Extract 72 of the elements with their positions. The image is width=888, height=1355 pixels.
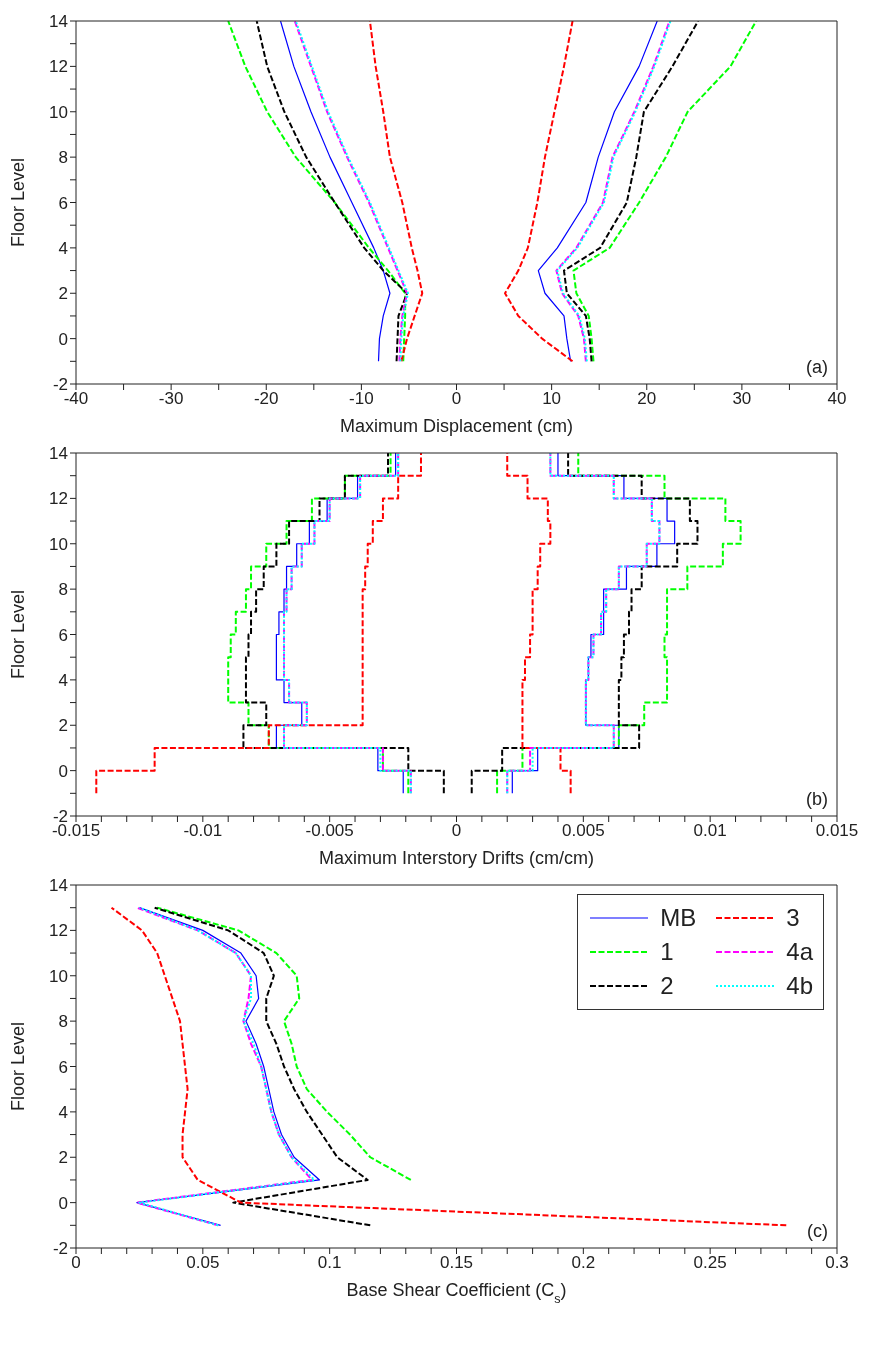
x-tick-label: 30 xyxy=(732,389,752,409)
x-tick-label: 0.1 xyxy=(317,1253,342,1273)
line-series xyxy=(255,21,409,363)
y-tick-label: 14 xyxy=(49,12,68,32)
legend-label: 2 xyxy=(660,972,674,1000)
y-tick-label: 0 xyxy=(58,1193,68,1213)
legend-label: 1 xyxy=(660,938,674,966)
line-series xyxy=(562,21,700,363)
y-tick-label: 8 xyxy=(58,1012,68,1032)
y-axis-title: Floor Level xyxy=(8,1021,28,1112)
annotation: (a) xyxy=(806,357,828,378)
annotation: (c) xyxy=(807,1221,828,1242)
y-tick-label: 10 xyxy=(49,534,68,554)
y-tick-label: 10 xyxy=(49,102,68,122)
y-tick-label: 0 xyxy=(58,329,68,349)
x-axis-title: Maximum Interstory Drifts (cm/cm) xyxy=(318,848,595,868)
line-series xyxy=(110,906,788,1227)
y-tick-label: 4 xyxy=(58,1102,68,1122)
y-tick-label: 14 xyxy=(49,444,68,464)
x-tick-label: 20 xyxy=(637,389,657,409)
x-axis-title: Maximum Displacement (cm) xyxy=(339,416,574,436)
x-tick-label: 0 xyxy=(71,1253,81,1273)
annotation: (b) xyxy=(806,789,828,810)
y-tick-label: 8 xyxy=(58,580,68,600)
x-tick-label: 0 xyxy=(451,389,462,409)
y-tick-label: 14 xyxy=(49,876,68,896)
legend-label: 4b xyxy=(786,972,813,1000)
y-tick-label: -2 xyxy=(52,1239,68,1259)
x-tick-label: 0.3 xyxy=(825,1253,849,1273)
y-tick-label: 6 xyxy=(58,625,68,645)
line-series xyxy=(153,906,372,1227)
y-tick-label: 0 xyxy=(58,761,68,781)
legend-label: 4a xyxy=(786,938,813,966)
line-series xyxy=(537,21,658,362)
legend-label: 3 xyxy=(786,904,800,932)
x-tick-label: -20 xyxy=(253,389,279,409)
y-tick-label: 12 xyxy=(49,57,68,77)
x-tick-label: 0.25 xyxy=(693,1253,727,1273)
x-tick-label: 0.01 xyxy=(693,821,727,841)
line-series xyxy=(279,21,391,362)
x-tick-label: -0.01 xyxy=(183,821,223,841)
line-series xyxy=(227,21,407,363)
x-tick-label: 0.005 xyxy=(562,821,605,841)
x-tick-label: 10 xyxy=(542,389,562,409)
y-tick-label: 8 xyxy=(58,148,68,168)
x-tick-label: -0.005 xyxy=(305,821,354,841)
x-tick-label: 0.015 xyxy=(815,821,859,841)
x-tick-label: 0 xyxy=(451,821,462,841)
y-tick-label: 4 xyxy=(58,670,68,690)
line-series xyxy=(156,906,412,1181)
y-tick-label: 2 xyxy=(58,716,68,736)
y-tick-label: 12 xyxy=(49,921,68,941)
y-tick-label: 2 xyxy=(58,1148,68,1168)
y-axis-title: Floor Level xyxy=(8,157,28,248)
x-tick-label: 0.15 xyxy=(439,1253,474,1273)
x-tick-label: -10 xyxy=(349,389,374,409)
y-tick-label: 6 xyxy=(58,1057,68,1077)
line-series xyxy=(504,21,574,363)
y-tick-label: 2 xyxy=(58,284,68,304)
line-series xyxy=(572,21,758,363)
y-tick-label: 10 xyxy=(49,966,68,986)
x-tick-label: 40 xyxy=(827,389,847,409)
y-tick-label: 6 xyxy=(58,193,68,213)
y-axis-title: Floor Level xyxy=(8,589,28,680)
y-tick-label: 12 xyxy=(49,489,68,509)
legend-label: MB xyxy=(660,904,697,932)
y-tick-label: 4 xyxy=(58,238,68,258)
line-series xyxy=(368,21,424,363)
x-tick-label: 0.2 xyxy=(571,1253,596,1273)
x-tick-label: 0.05 xyxy=(186,1253,220,1273)
x-axis-title: Base Shear Coefficient (C$_{s}$) xyxy=(346,1280,567,1306)
x-tick-label: -30 xyxy=(158,389,184,409)
